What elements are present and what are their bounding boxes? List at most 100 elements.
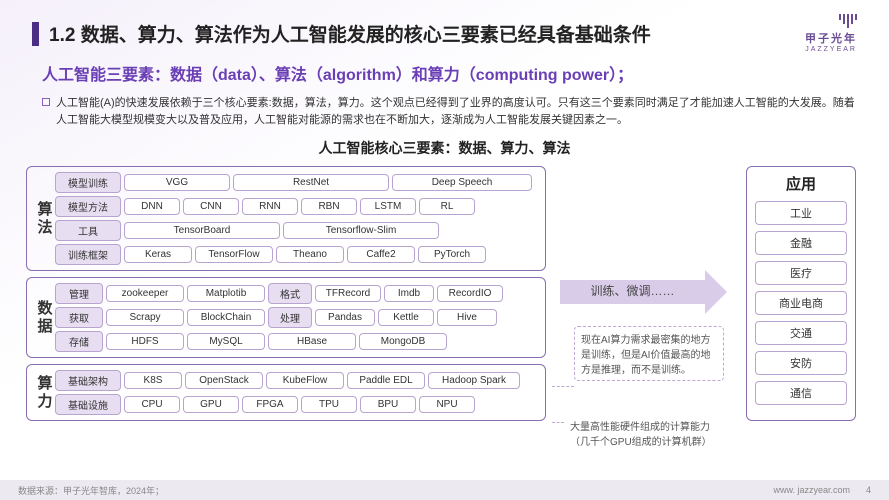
callout-connector-2 xyxy=(552,422,564,423)
item-chip: Hadoop Spark xyxy=(428,372,520,389)
item-chip: BlockChain xyxy=(187,309,265,326)
item-chip: Matplotib xyxy=(187,285,265,302)
item-chip: TFRecord xyxy=(315,285,381,302)
group-label: 算力 xyxy=(33,370,55,415)
item-chip: RNN xyxy=(242,198,298,215)
application-chip: 交通 xyxy=(755,321,847,345)
flow-arrow: 训练、微调…… xyxy=(560,270,730,314)
application-chip: 通信 xyxy=(755,381,847,405)
body-text: 人工智能(A)的快速发展依赖于三个核心要素:数据，算法，算力。这个观点已经得到了… xyxy=(56,95,857,128)
group-2: 算力基础架构K8SOpenStackKubeFlowPaddle EDLHado… xyxy=(26,364,546,421)
row-head-chip: 格式 xyxy=(268,283,312,304)
application-chip: 医疗 xyxy=(755,261,847,285)
item-chip: NPU xyxy=(419,396,475,413)
footer-source: 数据来源：甲子光年智库，2024年； xyxy=(18,484,164,497)
item-chip: RestNet xyxy=(233,174,389,191)
row-head-chip: 训练框架 xyxy=(55,244,121,265)
application-chip: 商业电商 xyxy=(755,291,847,315)
diagram-main: 算法模型训练VGGRestNetDeep Speech 模型方法DNNCNNRNN… xyxy=(0,166,889,421)
group-1: 数据管理zookeeperMatplotib格式TFRecordImdbReco… xyxy=(26,277,546,358)
row: 模型训练VGGRestNetDeep Speech xyxy=(55,172,539,193)
item-chip: CPU xyxy=(124,396,180,413)
group-0: 算法模型训练VGGRestNetDeep Speech 模型方法DNNCNNRNN… xyxy=(26,166,546,271)
row-head-chip: 模型训练 xyxy=(55,172,121,193)
item-chip: Scrapy xyxy=(106,309,184,326)
row-head-chip: 模型方法 xyxy=(55,196,121,217)
row-head-chip: 处理 xyxy=(268,307,312,328)
item-chip: Theano xyxy=(276,246,344,263)
applications-title: 应用 xyxy=(786,173,816,194)
item-chip: K8S xyxy=(124,372,182,389)
item-chip: MySQL xyxy=(187,333,265,350)
callout-compute: 大量高性能硬件组成的计算能力（几千个GPU组成的计算机群） xyxy=(564,414,724,452)
application-chip: 安防 xyxy=(755,351,847,375)
item-chip: CNN xyxy=(183,198,239,215)
item-chip: GPU xyxy=(183,396,239,413)
row: 工具TensorBoardTensorflow-Slim xyxy=(55,220,539,241)
brand-logo: 甲子光年 JAZZYEAR xyxy=(805,14,857,53)
row-head-chip: 基础设施 xyxy=(55,394,121,415)
item-chip: zookeeper xyxy=(106,285,184,302)
callout-connector xyxy=(552,386,574,387)
application-chip: 金融 xyxy=(755,231,847,255)
applications-list: 工业金融医疗商业电商交通安防通信 xyxy=(755,201,847,405)
item-chip: TensorFlow xyxy=(195,246,273,263)
row: 获取ScrapyBlockChain处理PandasKettleHive xyxy=(55,307,539,328)
logo-text-cn: 甲子光年 xyxy=(805,30,857,46)
item-chip: Hive xyxy=(437,309,497,326)
body-paragraph: 人工智能(A)的快速发展依赖于三个核心要素:数据，算法，算力。这个观点已经得到了… xyxy=(0,91,889,134)
item-chip: RBN xyxy=(301,198,357,215)
item-chip: KubeFlow xyxy=(266,372,344,389)
item-chip: Tensorflow-Slim xyxy=(283,222,439,239)
item-chip: Kettle xyxy=(378,309,434,326)
row-head-chip: 存储 xyxy=(55,331,103,352)
bullet-icon xyxy=(42,98,50,106)
item-chip: MongoDB xyxy=(359,333,447,350)
logo-icon xyxy=(839,14,857,28)
row-head-chip: 获取 xyxy=(55,307,103,328)
group-label: 算法 xyxy=(33,172,55,265)
arrow-label: 训练、微调…… xyxy=(560,282,705,299)
item-chip: Pandas xyxy=(315,309,375,326)
item-chip: TensorBoard xyxy=(124,222,280,239)
row-head-chip: 工具 xyxy=(55,220,121,241)
diagram-title: 人工智能核心三要素：数据、算力、算法 xyxy=(0,138,889,158)
item-chip: Deep Speech xyxy=(392,174,532,191)
item-chip: Caffe2 xyxy=(347,246,415,263)
item-chip: BPU xyxy=(360,396,416,413)
group-rows: 管理zookeeperMatplotib格式TFRecordImdbRecord… xyxy=(55,283,539,352)
item-chip: HDFS xyxy=(106,333,184,350)
item-chip: OpenStack xyxy=(185,372,263,389)
slide-header: 1.2 数据、算力、算法作为人工智能发展的核心三要素已经具备基础条件 甲子光年 … xyxy=(0,0,889,59)
logo-text-en: JAZZYEAR xyxy=(805,46,857,53)
group-label: 数据 xyxy=(33,283,55,352)
item-chip: RL xyxy=(419,198,475,215)
item-chip: HBase xyxy=(268,333,356,350)
row: 基础架构K8SOpenStackKubeFlowPaddle EDLHadoop… xyxy=(55,370,539,391)
slide-footer: 数据来源：甲子光年智库，2024年； www. jazzyear.com 4 xyxy=(0,480,889,500)
item-chip: Keras xyxy=(124,246,192,263)
element-groups: 算法模型训练VGGRestNetDeep Speech 模型方法DNNCNNRNN… xyxy=(26,166,546,421)
row: 模型方法DNNCNNRNNRBNLSTMRL xyxy=(55,196,539,217)
slide-subtitle: 人工智能三要素：数据（data）、算法（algorithm）和算力（comput… xyxy=(0,59,889,91)
item-chip: Imdb xyxy=(384,285,434,302)
item-chip: VGG xyxy=(124,174,230,191)
item-chip: PyTorch xyxy=(418,246,486,263)
item-chip: Paddle EDL xyxy=(347,372,425,389)
item-chip: TPU xyxy=(301,396,357,413)
row-head-chip: 基础架构 xyxy=(55,370,121,391)
row: 管理zookeeperMatplotib格式TFRecordImdbRecord… xyxy=(55,283,539,304)
header-accent-bar xyxy=(32,22,39,46)
applications-panel: 应用 工业金融医疗商业电商交通安防通信 xyxy=(746,166,856,421)
callout-arch: 现在AI算力需求最密集的地方是训练，但是AI价值最高的地方是推理，而不是训练。 xyxy=(574,326,724,381)
diagram-middle: 训练、微调…… 现在AI算力需求最密集的地方是训练，但是AI价值最高的地方是推理… xyxy=(556,166,736,421)
footer-url: www. jazzyear.com xyxy=(773,485,850,495)
page-number: 4 xyxy=(866,485,871,495)
item-chip: DNN xyxy=(124,198,180,215)
row: 基础设施CPUGPUFPGATPUBPUNPU xyxy=(55,394,539,415)
item-chip: FPGA xyxy=(242,396,298,413)
group-rows: 基础架构K8SOpenStackKubeFlowPaddle EDLHadoop… xyxy=(55,370,539,415)
item-chip: RecordIO xyxy=(437,285,503,302)
row-head-chip: 管理 xyxy=(55,283,103,304)
group-rows: 模型训练VGGRestNetDeep Speech 模型方法DNNCNNRNNRB… xyxy=(55,172,539,265)
